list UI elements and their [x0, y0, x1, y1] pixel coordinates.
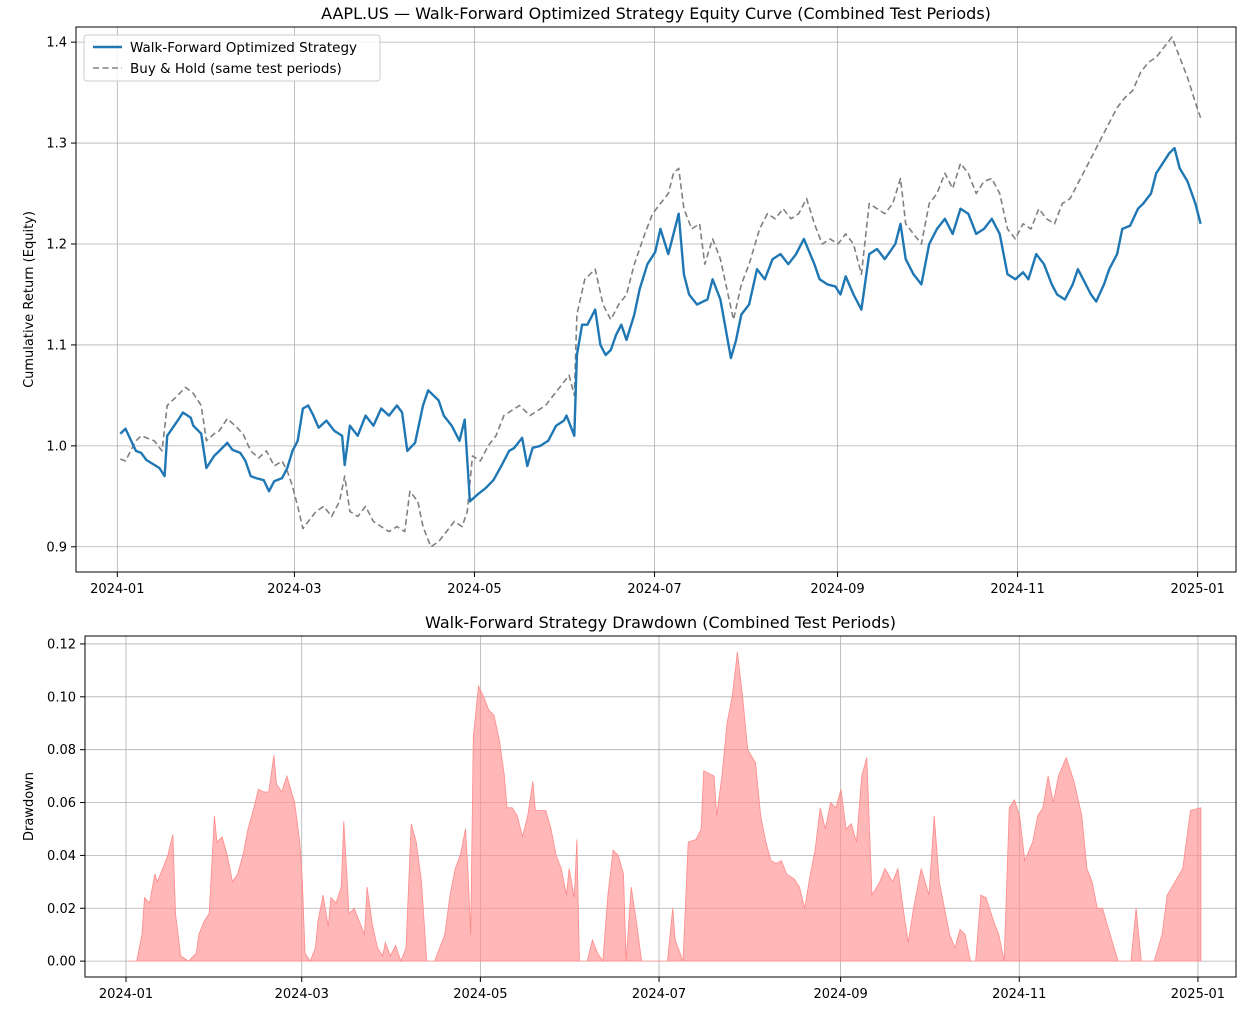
- equity-chart-x-tick-label: 2024-03: [267, 582, 321, 597]
- strategy-equity-line: [119, 146, 1202, 503]
- drawdown-chart: Walk-Forward Strategy Drawdown (Combined…: [22, 613, 1237, 1002]
- drawdown-chart-y-tick-label: 0.02: [47, 902, 76, 917]
- equity-chart-x-ticks: 2024-01 2024-03 2024-05 2024-07 2024-09 2024-…: [90, 572, 1225, 597]
- drawdown-chart-x-ticks: 2024-01 2024-03 2024-05 2024-07 2024-09 2024-…: [99, 977, 1225, 1002]
- drawdown-chart-x-tick-label: 2024-09: [813, 987, 867, 1002]
- equity-chart-y-tick-label: 1.1: [46, 338, 67, 353]
- drawdown-chart-x-tick-label: 2024-07: [632, 987, 686, 1002]
- equity-chart-y-label: Cumulative Return (Equity): [22, 211, 37, 388]
- equity-chart-x-tick-label: 2025-01: [1170, 582, 1224, 597]
- drawdown-chart-y-tick-label: 0.10: [47, 690, 76, 705]
- legend-label-strategy: Walk-Forward Optimized Strategy: [130, 40, 357, 56]
- equity-chart-y-tick-label: 1.3: [46, 137, 67, 152]
- legend-box: [83, 34, 381, 82]
- drawdown-chart-area: [128, 651, 1202, 963]
- legend-label-buyhold: Buy & Hold (same test periods): [130, 61, 342, 77]
- equity-chart-y-tick-label: 0.9: [46, 540, 67, 555]
- equity-chart-y-tick-label: 1.4: [46, 36, 67, 51]
- drawdown-chart-x-tick-label: 2024-11: [992, 987, 1046, 1002]
- drawdown-chart-title: Walk-Forward Strategy Drawdown (Combined…: [425, 613, 896, 632]
- drawdown-chart-frame: [84, 635, 1237, 978]
- buyhold-equity-line: [120, 36, 1202, 548]
- drawdown-chart-y-tick-label: 0.04: [47, 849, 76, 864]
- equity-chart-x-tick-label: 2024-11: [990, 582, 1044, 597]
- drawdown-chart-x-tick-label: 2024-01: [99, 987, 153, 1002]
- drawdown-chart-x-tick-label: 2024-05: [453, 987, 507, 1002]
- equity-chart: AAPL.US — Walk-Forward Optimized Strateg…: [22, 4, 1237, 597]
- equity-chart-series: [119, 36, 1202, 548]
- drawdown-chart-x-tick-label: 2025-01: [1171, 987, 1225, 1002]
- drawdown-chart-y-ticks: 0.00 0.02 0.04 0.06 0.08 0.10 0.12: [47, 637, 85, 970]
- equity-chart-frame: [75, 26, 1237, 573]
- drawdown-chart-y-tick-label: 0.06: [47, 796, 76, 811]
- drawdown-chart-y-tick-label: 0.12: [47, 637, 76, 652]
- equity-chart-y-tick-label: 1.2: [46, 237, 67, 252]
- drawdown-chart-y-label: Drawdown: [22, 772, 37, 841]
- legend: Walk-Forward Optimized Strategy Buy & Ho…: [83, 34, 381, 82]
- equity-chart-x-tick-label: 2024-01: [90, 582, 144, 597]
- drawdown-chart-y-tick-label: 0.08: [47, 743, 76, 758]
- drawdown-chart-y-tick-label: 0.00: [47, 955, 76, 970]
- drawdown-chart-x-tick-label: 2024-03: [275, 987, 329, 1002]
- equity-chart-y-ticks: 0.9 1.0 1.1 1.2 1.3 1.4: [46, 36, 76, 555]
- equity-chart-x-tick-label: 2024-05: [447, 582, 501, 597]
- equity-chart-y-tick-label: 1.0: [46, 439, 67, 454]
- equity-chart-x-tick-label: 2024-09: [810, 582, 864, 597]
- equity-chart-title: AAPL.US — Walk-Forward Optimized Strateg…: [321, 4, 991, 23]
- equity-chart-x-tick-label: 2024-07: [627, 582, 681, 597]
- equity-chart-grid: [76, 27, 1236, 572]
- drawdown-area: [128, 651, 1202, 963]
